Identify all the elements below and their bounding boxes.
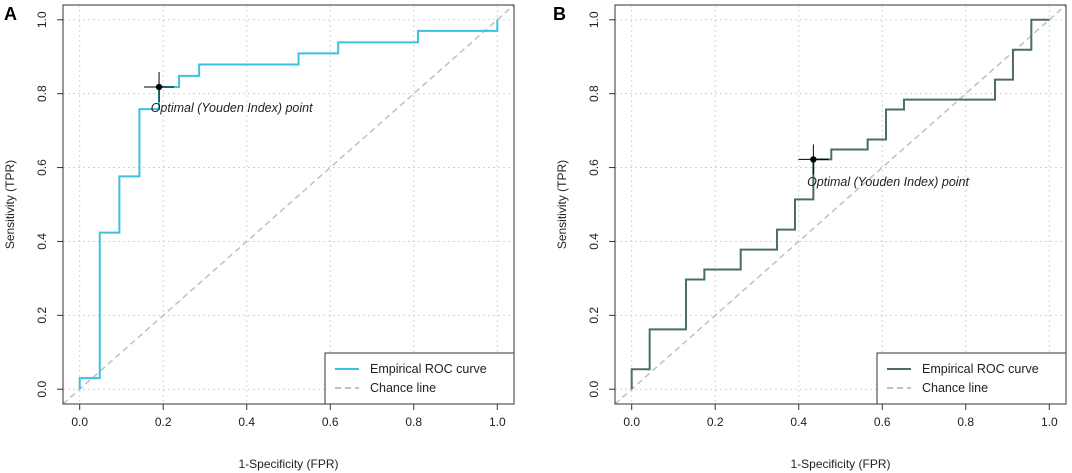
y-tick-label-a-4: 0.8: [35, 85, 49, 102]
x-tick-label-b-0: 0.0: [623, 415, 640, 429]
legend-a: Empirical ROC curve Chance line: [324, 352, 515, 405]
chance-line-b: [614, 4, 1067, 405]
x-tick-label-a-2: 0.4: [238, 415, 255, 429]
optimal-point-annotation-b: Optimal (Youden Index) point: [807, 175, 969, 189]
x-tick-label-a-0: 0.0: [71, 415, 88, 429]
legend-label-roc-b: Empirical ROC curve: [922, 362, 1039, 376]
x-tick-label-a-5: 1.0: [489, 415, 506, 429]
y-tick-label-a-1: 0.2: [35, 307, 49, 324]
legend-box-a: [324, 352, 515, 405]
x-tick-label-b-2: 0.4: [790, 415, 807, 429]
y-tick-label-a-3: 0.6: [35, 159, 49, 176]
x-tick-label-b-1: 0.2: [707, 415, 724, 429]
optimal-point-marker-b: [798, 144, 829, 175]
y-tick-label-b-1: 0.2: [587, 307, 601, 324]
optimal-point-dot-b: [810, 156, 817, 163]
y-axis-title-b: Sensitivity (TPR): [555, 160, 569, 249]
legend-label-roc-a: Empirical ROC curve: [370, 362, 487, 376]
legend-b: Empirical ROC curve Chance line: [876, 352, 1067, 405]
x-tick-label-b-5: 1.0: [1041, 415, 1058, 429]
y-tick-label-a-5: 1.0: [35, 11, 49, 28]
y-tick-label-b-3: 0.6: [587, 159, 601, 176]
panel-label-b: B: [553, 4, 566, 24]
y-tick-label-b-5: 1.0: [587, 11, 601, 28]
y-tick-label-b-4: 0.8: [587, 85, 601, 102]
optimal-point-marker-a: [144, 72, 175, 103]
axes-b: 0.0 0.2 0.4 0.6 0.8 1.0 0.0 0.2 0.4 0.6 0.8 1.0: [587, 11, 1058, 429]
y-axis-title-a: Sensitivity (TPR): [3, 160, 17, 249]
plot-frame-b: [614, 4, 1067, 405]
panel-a: A Optimal (Youden Index) point 0.0 0.2 0.4…: [3, 4, 515, 471]
x-tick-label-b-3: 0.6: [874, 415, 891, 429]
legend-label-chance-b: Chance line: [922, 381, 988, 395]
grid-a: [63, 5, 514, 404]
y-tick-label-b-2: 0.4: [587, 233, 601, 250]
x-tick-label-a-3: 0.6: [322, 415, 339, 429]
chance-line-a: [62, 4, 515, 405]
x-tick-label-b-4: 0.8: [957, 415, 974, 429]
grid-b: [615, 5, 1066, 404]
legend-label-chance-a: Chance line: [370, 381, 436, 395]
x-axis-title-a: 1-Specificity (FPR): [238, 457, 338, 471]
axes-a: 0.0 0.2 0.4 0.6 0.8 1.0 0.0 0.2 0.4 0.6 0.8 1.0: [35, 11, 506, 429]
plot-frame-a: [62, 4, 515, 405]
panel-label-a: A: [4, 4, 17, 24]
y-tick-label-a-2: 0.4: [35, 233, 49, 250]
optimal-point-dot-a: [155, 83, 163, 91]
y-tick-label-a-0: 0.0: [35, 381, 49, 398]
panel-b: B Optimal (Youden Index) point 0.0 0.2 0.4…: [553, 4, 1067, 471]
x-tick-label-a-4: 0.8: [405, 415, 422, 429]
x-tick-label-a-1: 0.2: [155, 415, 172, 429]
x-axis-title-b: 1-Specificity (FPR): [790, 457, 890, 471]
y-tick-label-b-0: 0.0: [587, 381, 601, 398]
optimal-point-annotation-a: Optimal (Youden Index) point: [151, 101, 313, 115]
roc-curve-a: [78, 19, 499, 390]
legend-box-b: [876, 352, 1067, 405]
